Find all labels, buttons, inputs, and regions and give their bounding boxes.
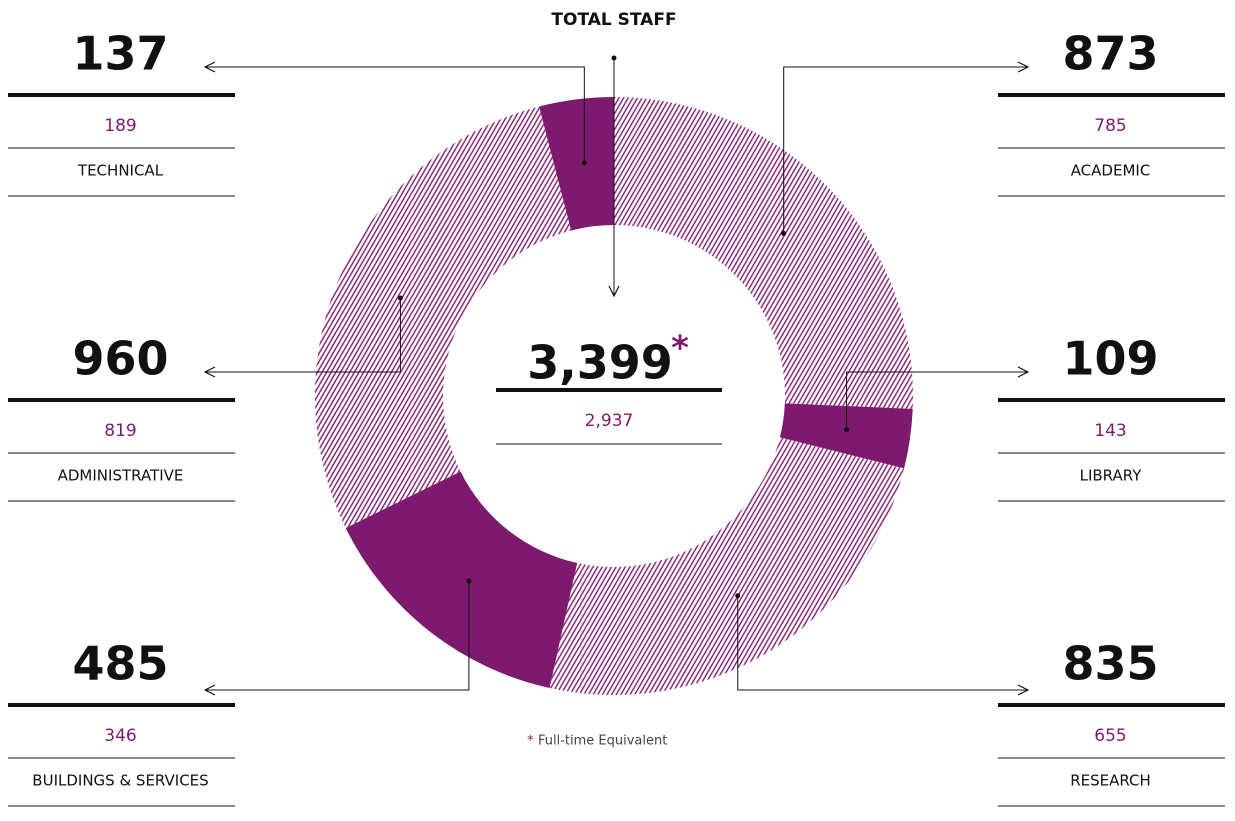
leader-dot (844, 427, 850, 433)
leader-dot (581, 160, 587, 166)
leader (846, 372, 1028, 430)
rule (8, 93, 235, 97)
rule (8, 398, 235, 402)
leader-dot (397, 295, 403, 301)
leader-dot (781, 230, 787, 236)
category-value: 485 (72, 637, 168, 691)
leader (783, 67, 1028, 234)
leader-dot (466, 578, 472, 584)
category-name: LIBRARY (1080, 467, 1143, 485)
category-value: 137 (72, 27, 168, 81)
fte-value: 143 (1094, 421, 1126, 441)
chart-title: TOTAL STAFF (551, 10, 676, 30)
donut-slice (549, 437, 905, 695)
fte-value: 655 (1094, 726, 1126, 746)
rule (998, 398, 1225, 402)
category-name: ACADEMIC (1071, 162, 1151, 180)
leader (205, 580, 470, 690)
rule (496, 388, 722, 392)
category-value: 960 (72, 332, 168, 386)
total-fte: 2,937 (585, 411, 634, 431)
rule (998, 93, 1225, 97)
donut-slice (539, 97, 614, 231)
leader-dot (611, 55, 617, 61)
category-name: TECHNICAL (77, 162, 164, 180)
category-value: 835 (1062, 637, 1158, 691)
rule (998, 703, 1225, 707)
donut-slice (614, 97, 913, 409)
total-marker: * (671, 329, 689, 369)
footnote-marker: * (527, 734, 534, 749)
leader (737, 595, 1028, 690)
category-name: RESEARCH (1070, 772, 1151, 790)
donut-slice (314, 106, 572, 528)
footnote: Full-time Equivalent (538, 734, 667, 749)
leader-dot (735, 593, 741, 599)
total-value: 3,399 (527, 336, 673, 390)
fte-value: 819 (104, 421, 136, 441)
donut-slice (779, 403, 913, 469)
rule (8, 703, 235, 707)
fte-value: 346 (104, 726, 136, 746)
category-value: 109 (1062, 332, 1158, 386)
donut (314, 97, 913, 695)
category-name: ADMINISTRATIVE (58, 467, 184, 485)
leader (205, 297, 401, 372)
donut-slice (345, 471, 578, 688)
category-name: BUILDINGS & SERVICES (32, 772, 208, 790)
category-value: 873 (1062, 27, 1158, 81)
fte-value: 189 (104, 116, 136, 136)
fte-value: 785 (1094, 116, 1126, 136)
leader (205, 67, 585, 163)
